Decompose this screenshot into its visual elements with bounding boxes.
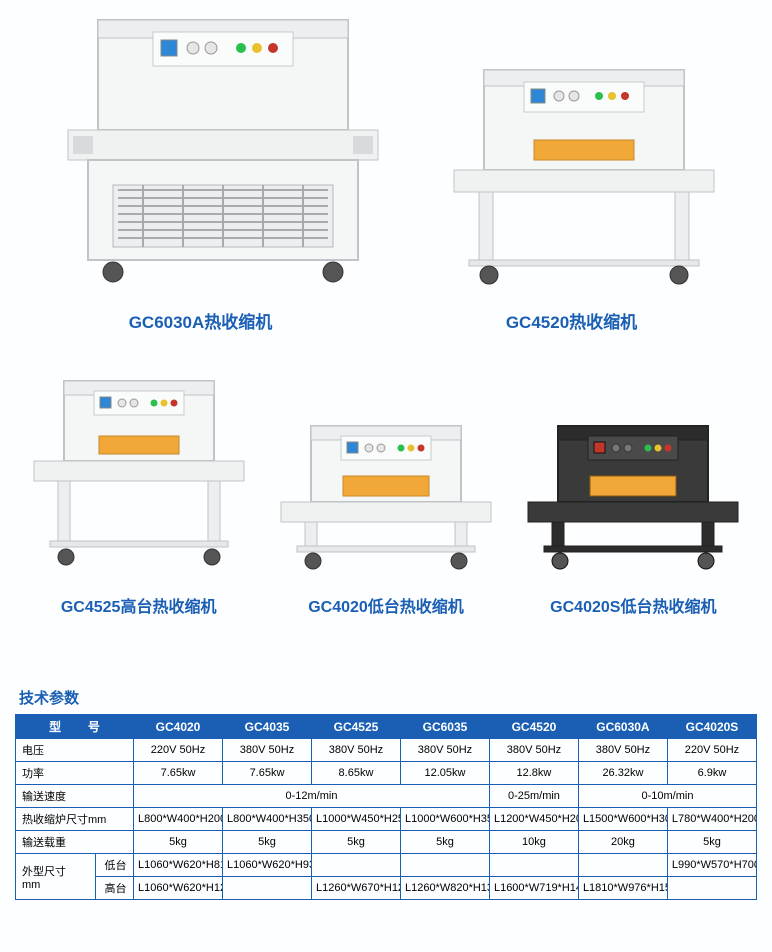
cell <box>223 877 312 900</box>
cell: L1260*W820*H1390 <box>400 877 489 900</box>
machine-gc4020-illustration <box>271 418 501 573</box>
cell: 6.9kw <box>667 762 756 785</box>
cell: L780*W400*H200 <box>667 808 756 831</box>
cell-label: 外型尺寸 mm <box>16 854 96 900</box>
row-size-low: 外型尺寸 mm 低台 L1060*W620*H815 L1060*W620*H9… <box>16 854 757 877</box>
cell: L1060*W620*H1240 <box>134 877 223 900</box>
machine-gc4525-illustration <box>24 373 254 573</box>
cell: 5kg <box>400 831 489 854</box>
cell: 220V 50Hz <box>134 739 223 762</box>
machine-gc4520-illustration <box>439 60 729 290</box>
cell: L1810*W976*H1563 <box>578 877 667 900</box>
cell: 380V 50Hz <box>223 739 312 762</box>
th-col: GC4520 <box>489 715 578 739</box>
row-voltage: 电压 220V 50Hz 380V 50Hz 380V 50Hz 380V 50… <box>16 739 757 762</box>
label-gc4525: GC4525高台热收缩机 <box>15 593 262 617</box>
cell: L1600*W719*H1444 <box>489 877 578 900</box>
cell: 20kg <box>578 831 667 854</box>
cell: 12.05kw <box>400 762 489 785</box>
cell: L1060*W620*H815 <box>134 854 223 877</box>
cell: L1060*W620*H937 <box>223 854 312 877</box>
cell-label: 热收缩炉尺寸mm <box>16 808 134 831</box>
row-power: 功率 7.65kw 7.65kw 8.65kw 12.05kw 12.8kw 2… <box>16 762 757 785</box>
cell-sublabel: 高台 <box>96 877 134 900</box>
product-gc4020s <box>518 418 748 573</box>
cell: 380V 50Hz <box>311 739 400 762</box>
cell-sublabel: 低台 <box>96 854 134 877</box>
product-gc6030a <box>43 10 383 290</box>
cell: 0-10m/min <box>578 785 756 808</box>
params-title: 技术参数 <box>19 687 757 708</box>
table-header-row: 型 号 GC4020 GC4035 GC4525 GC6035 GC4520 G… <box>16 715 757 739</box>
label-gc4520: GC4520热收缩机 <box>386 308 757 333</box>
cell: 0-12m/min <box>134 785 490 808</box>
product-row-2 <box>15 373 757 573</box>
cell-empty <box>311 854 400 877</box>
row-size-high: 高台 L1060*W620*H1240 L1260*W670*H1290 L12… <box>16 877 757 900</box>
cell: L1000*W600*H350 <box>400 808 489 831</box>
cell: L1200*W450*H200 <box>489 808 578 831</box>
product-gc4020 <box>271 418 501 573</box>
cell-empty <box>400 854 489 877</box>
cell-empty <box>489 854 578 877</box>
product-gc4525 <box>24 373 254 573</box>
label-gc6030a: GC6030A热收缩机 <box>15 308 386 333</box>
th-model-b: 号 <box>88 720 100 734</box>
cell: 12.8kw <box>489 762 578 785</box>
captions-row-1: GC6030A热收缩机 GC4520热收缩机 <box>15 296 757 333</box>
machine-gc4020s-illustration <box>518 418 748 573</box>
captions-row-2: GC4525高台热收缩机 GC4020低台热收缩机 GC4020S低台热收缩机 <box>15 581 757 617</box>
label-gc4020: GC4020低台热收缩机 <box>262 593 509 617</box>
th-model: 型 号 <box>16 715 134 739</box>
cell: L1500*W600*H300 <box>578 808 667 831</box>
cell: 5kg <box>223 831 312 854</box>
th-col: GC4020S <box>667 715 756 739</box>
cell: 26.32kw <box>578 762 667 785</box>
cell-label: 功率 <box>16 762 134 785</box>
params-section: 技术参数 型 号 GC4020 GC4035 GC4525 GC6035 GC4… <box>15 687 757 900</box>
th-col: GC6030A <box>578 715 667 739</box>
th-model-a: 型 <box>49 720 61 734</box>
label-gc4020s: GC4020S低台热收缩机 <box>510 593 757 617</box>
cell: 380V 50Hz <box>489 739 578 762</box>
cell: 7.65kw <box>223 762 312 785</box>
cell: 380V 50Hz <box>578 739 667 762</box>
row-load: 输送载重 5kg 5kg 5kg 5kg 10kg 20kg 5kg <box>16 831 757 854</box>
cell: L1000*W450*H250 <box>311 808 400 831</box>
cell-label: 输送速度 <box>16 785 134 808</box>
product-row-1 <box>15 10 757 290</box>
cell: 8.65kw <box>311 762 400 785</box>
cell-empty <box>578 854 667 877</box>
cell: 5kg <box>134 831 223 854</box>
cell-label: 电压 <box>16 739 134 762</box>
cell: 5kg <box>667 831 756 854</box>
th-col: GC4020 <box>134 715 223 739</box>
cell: 7.65kw <box>134 762 223 785</box>
cell <box>667 877 756 900</box>
cell: 5kg <box>311 831 400 854</box>
row-tunnel: 热收缩炉尺寸mm L800*W400*H200 L800*W400*H350 L… <box>16 808 757 831</box>
th-col: GC4525 <box>311 715 400 739</box>
cell: L800*W400*H350 <box>223 808 312 831</box>
cell: 380V 50Hz <box>400 739 489 762</box>
machine-gc6030a-illustration <box>43 10 383 290</box>
spec-table: 型 号 GC4020 GC4035 GC4525 GC6035 GC4520 G… <box>15 714 757 900</box>
th-col: GC4035 <box>223 715 312 739</box>
row-speed: 输送速度 0-12m/min 0-25m/min 0-10m/min <box>16 785 757 808</box>
cell: 0-25m/min <box>489 785 578 808</box>
cell: L990*W570*H700 <box>667 854 756 877</box>
cell-label: 输送载重 <box>16 831 134 854</box>
cell: L800*W400*H200 <box>134 808 223 831</box>
cell: 10kg <box>489 831 578 854</box>
cell: L1260*W670*H1290 <box>311 877 400 900</box>
cell: 220V 50Hz <box>667 739 756 762</box>
product-gc4520 <box>439 60 729 290</box>
th-col: GC6035 <box>400 715 489 739</box>
